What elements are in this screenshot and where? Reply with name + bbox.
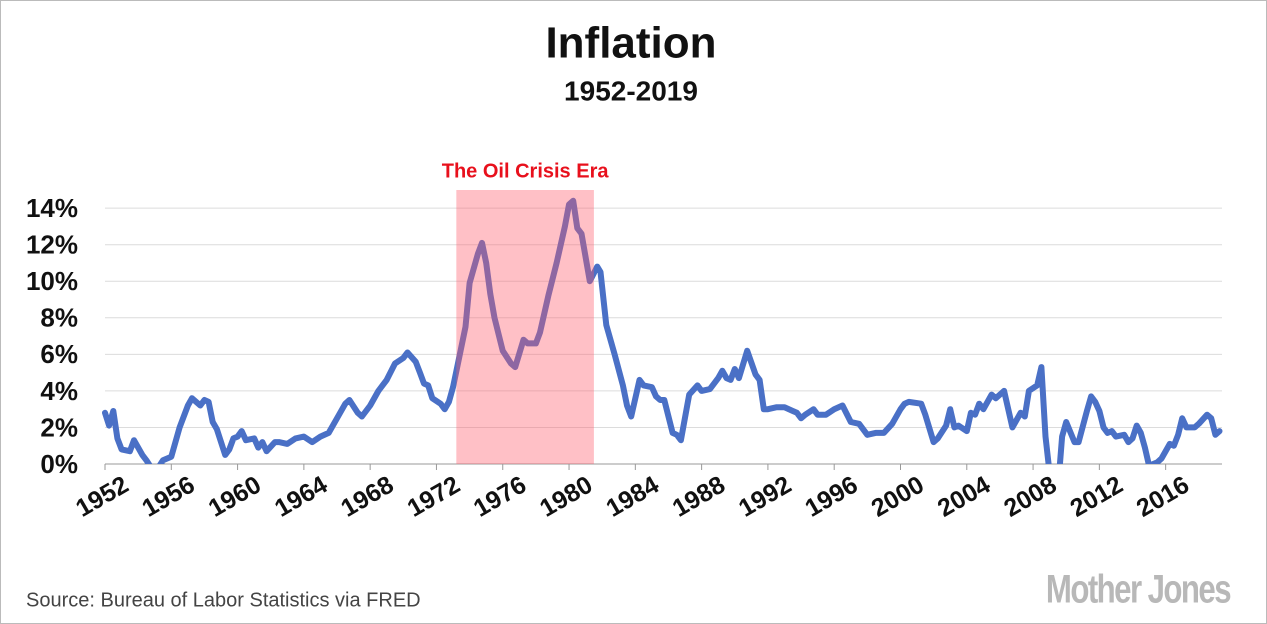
y-tick-label: 4% — [40, 376, 78, 406]
brand-logo: Mother Jones — [1046, 567, 1231, 612]
y-tick-label: 0% — [40, 449, 78, 479]
chart-subtitle: 1952-2019 — [564, 75, 698, 106]
source: Source: Bureau of Labor Statistics via F… — [26, 589, 421, 611]
y-tick-label: 12% — [26, 230, 78, 260]
highlight-band — [456, 190, 594, 464]
y-tick-label: 14% — [26, 193, 78, 223]
plot-area — [102, 197, 1223, 464]
data-line — [102, 197, 1223, 464]
y-tick-label: 8% — [40, 303, 78, 333]
y-tick-label: 10% — [26, 266, 78, 296]
chart-title: Inflation — [545, 19, 716, 68]
highlight-label: The Oil Crisis Era — [442, 160, 610, 182]
y-tick-label: 6% — [40, 339, 78, 369]
y-tick-label: 2% — [40, 412, 78, 442]
